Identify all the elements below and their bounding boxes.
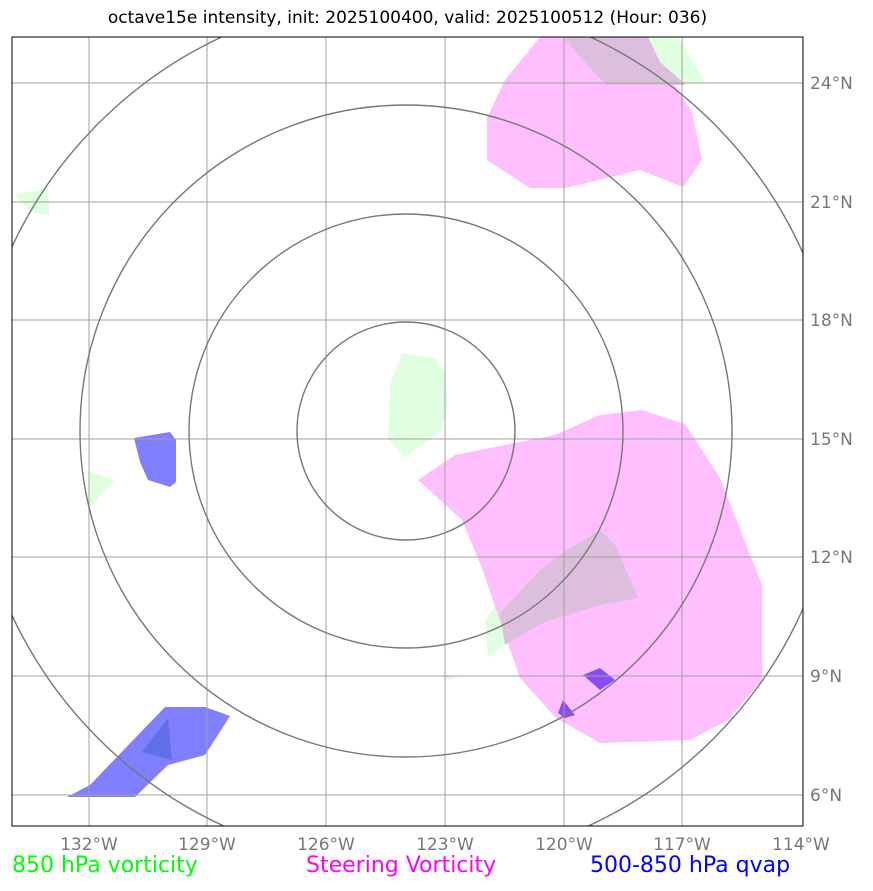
qvap-area-east-small	[558, 700, 575, 718]
lon-label: 129°W	[178, 835, 236, 855]
lat-label: 24°N	[810, 74, 853, 94]
lat-label: 12°N	[810, 548, 853, 568]
qvap-area-west	[134, 432, 176, 487]
lon-label: 120°W	[535, 835, 593, 855]
range-ring-3	[79, 104, 733, 758]
vorticity-area-center	[388, 353, 448, 458]
qvap-area-southwest-dark	[142, 718, 172, 760]
lat-label: 15°N	[810, 430, 853, 450]
lat-label: 21°N	[810, 193, 853, 213]
overlap-area-south	[500, 530, 638, 645]
lon-label: 123°W	[416, 835, 474, 855]
overlap-areas	[500, 37, 686, 645]
range-rings	[12, 37, 803, 826]
lon-label: 126°W	[297, 835, 355, 855]
range-ring-2	[188, 213, 624, 649]
qvap-areas	[67, 432, 615, 797]
steering-vorticity-areas	[418, 37, 762, 743]
lon-label: 132°W	[60, 835, 118, 855]
map-title: octave15e intensity, init: 2025100400, v…	[107, 8, 708, 28]
vorticity-area-west	[88, 472, 115, 510]
longitude-labels: 132°W 129°W 126°W 123°W 120°W 117°W 114°…	[60, 835, 830, 855]
lon-label: 117°W	[653, 835, 711, 855]
overlap-area-north	[563, 37, 686, 85]
legend-qvap: 500-850 hPa qvap	[590, 853, 791, 878]
lat-label: 9°N	[810, 667, 842, 687]
qvap-area-east	[583, 668, 615, 690]
latitude-labels: 24°N 21°N 18°N 15°N 12°N 9°N 6°N	[810, 74, 853, 806]
map-frame	[11, 36, 804, 827]
legend-850-vorticity: 850 hPa vorticity	[12, 853, 198, 878]
lon-label: 114°W	[772, 835, 830, 855]
lat-label: 6°N	[810, 786, 842, 806]
map-plot-area	[12, 37, 803, 826]
range-ring-1	[296, 321, 516, 541]
graticule	[12, 37, 803, 826]
legend-steering-vorticity: Steering Vorticity	[306, 853, 497, 878]
lat-label: 18°N	[810, 311, 853, 331]
